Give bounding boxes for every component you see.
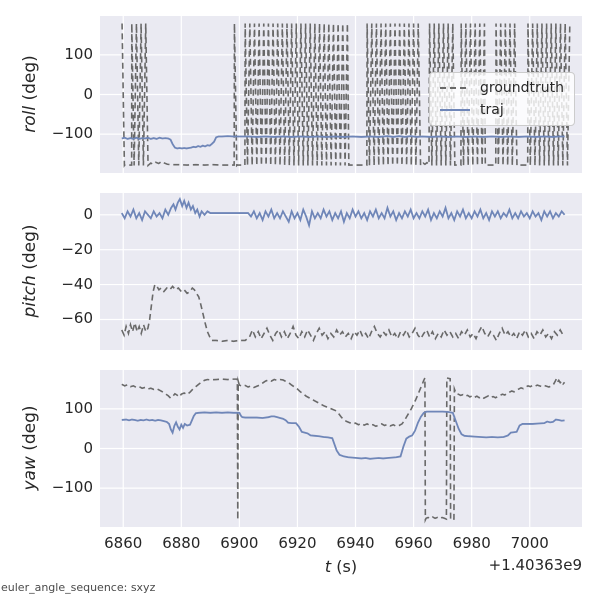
footer-note: euler_angle_sequence: sxyz	[1, 581, 156, 594]
roll-axis-label: roll (deg)	[20, 55, 40, 133]
roll-axis-label-math: roll	[20, 105, 40, 133]
legend: groundtruth traj	[429, 72, 575, 126]
axis-offset-text: +1.40363e9	[488, 556, 582, 574]
x-axis-label: t (s)	[324, 557, 358, 576]
legend-label-groundtruth: groundtruth	[480, 80, 565, 96]
x-axis-label-math: t	[324, 557, 332, 576]
solid-line-icon	[440, 109, 470, 111]
pitch-axis-label-math: pitch	[20, 275, 40, 318]
legend-item-traj[interactable]: traj	[440, 102, 564, 118]
legend-label-traj: traj	[480, 102, 504, 118]
legend-item-groundtruth[interactable]: groundtruth	[440, 80, 564, 96]
dashed-line-icon	[440, 87, 470, 89]
pitch-axis-label: pitch (deg)	[20, 224, 40, 318]
yaw-axis-label-math: yaw	[20, 456, 40, 491]
yaw-axis-label: yaw (deg)	[20, 405, 40, 491]
